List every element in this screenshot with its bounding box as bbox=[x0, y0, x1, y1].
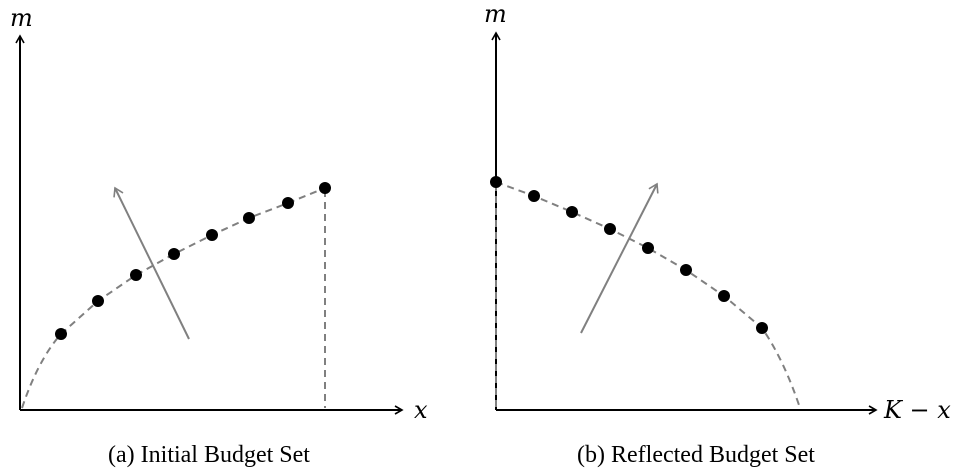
panel-b-point bbox=[642, 242, 654, 254]
panel-b-point bbox=[528, 190, 540, 202]
panel-b-caption: (b) Reflected Budget Set bbox=[577, 442, 815, 468]
panel-a-point bbox=[168, 248, 180, 260]
panel-b-point bbox=[566, 206, 578, 218]
panel-a: m x (a) Initial Budget Set bbox=[10, 4, 428, 468]
panel-b-point bbox=[604, 223, 616, 235]
panel-b-point bbox=[680, 264, 692, 276]
panel-a-direction-arrow bbox=[113, 186, 190, 340]
panel-b: m K − x (b) Reflected Budget Set bbox=[484, 0, 951, 468]
panel-a-point bbox=[319, 182, 331, 194]
panel-b-budget-curve bbox=[495, 181, 801, 409]
panel-a-point bbox=[92, 295, 104, 307]
panel-a-point bbox=[243, 212, 255, 224]
panel-a-point bbox=[206, 229, 218, 241]
panel-a-point bbox=[282, 197, 294, 209]
panel-b-y-axis-label: m bbox=[484, 0, 507, 28]
panel-b-direction-arrow bbox=[580, 182, 659, 334]
panel-b-point bbox=[718, 290, 730, 302]
panel-a-point bbox=[55, 328, 67, 340]
panel-b-x-axis-label: K − x bbox=[883, 396, 951, 424]
panel-b-point bbox=[756, 322, 768, 334]
panel-a-point bbox=[130, 269, 142, 281]
panel-a-x-axis-label: x bbox=[414, 396, 428, 424]
panel-a-caption: (a) Initial Budget Set bbox=[108, 442, 310, 468]
panel-a-y-axis-label: m bbox=[10, 4, 33, 32]
panel-b-point bbox=[490, 176, 502, 188]
panel-a-budget-curve bbox=[21, 187, 326, 409]
